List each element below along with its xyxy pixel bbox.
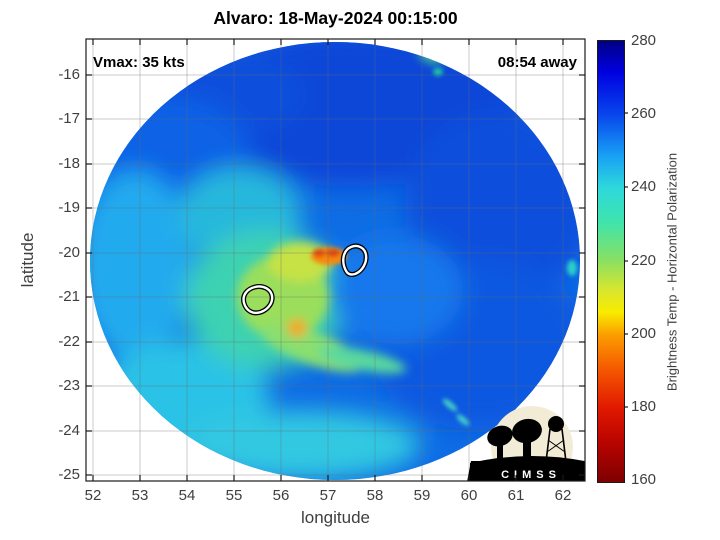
- x-tick-52: 52: [84, 487, 102, 504]
- plot-title: Alvaro: 18-May-2024 00:15:00: [213, 8, 458, 28]
- y-tick--19: -19: [58, 199, 80, 216]
- x-axis-label: longitude: [300, 508, 370, 527]
- colorbar-tick-260: 260: [631, 105, 657, 122]
- satellite-dish-icons: [487, 418, 542, 462]
- swath-image: [90, 42, 580, 480]
- colorbar-tick-marks: [624, 112, 628, 408]
- colorbar-tick-200: 200: [631, 325, 657, 342]
- logo-text: CIMSS: [501, 469, 561, 481]
- x-tick-56: 56: [272, 487, 290, 504]
- y-tick--21: -21: [58, 288, 80, 305]
- logo-banner: [467, 461, 585, 481]
- cimss-logo: CIMSS: [467, 406, 585, 481]
- y-tick--18: -18: [58, 155, 80, 172]
- colorbar-tick-180: 180: [631, 398, 657, 415]
- x-tick-53: 53: [131, 487, 149, 504]
- y-tick--24: -24: [58, 422, 80, 439]
- vmax-annotation: Vmax: 35 kts: [93, 54, 185, 71]
- y-tick--17: -17: [58, 110, 80, 127]
- y-tick--22: -22: [58, 333, 80, 350]
- x-tick-62: 62: [554, 487, 572, 504]
- colorbar-tick-280: 280: [631, 32, 657, 49]
- x-tick-58: 58: [366, 487, 384, 504]
- y-tick--16: -16: [58, 66, 80, 83]
- ice-scatter-contours: [241, 243, 369, 316]
- colorbar-tick-240: 240: [631, 178, 657, 195]
- x-tick-60: 60: [460, 487, 478, 504]
- plot-border: [85, 38, 586, 482]
- x-tick-54: 54: [178, 487, 196, 504]
- y-tick--20: -20: [58, 244, 80, 261]
- x-tick-55: 55: [225, 487, 243, 504]
- time-away-annotation: 08:54 away: [497, 54, 577, 71]
- axis-tick-marks: [86, 39, 585, 481]
- y-tick--23: -23: [58, 377, 80, 394]
- x-tick-61: 61: [507, 487, 525, 504]
- colorbar-tick-160: 160: [631, 471, 657, 488]
- x-tick-59: 59: [413, 487, 431, 504]
- colorbar-tick-220: 220: [631, 252, 657, 269]
- x-tick-57: 57: [319, 487, 337, 504]
- y-tick--25: -25: [58, 466, 80, 483]
- grid-lines: [86, 39, 585, 481]
